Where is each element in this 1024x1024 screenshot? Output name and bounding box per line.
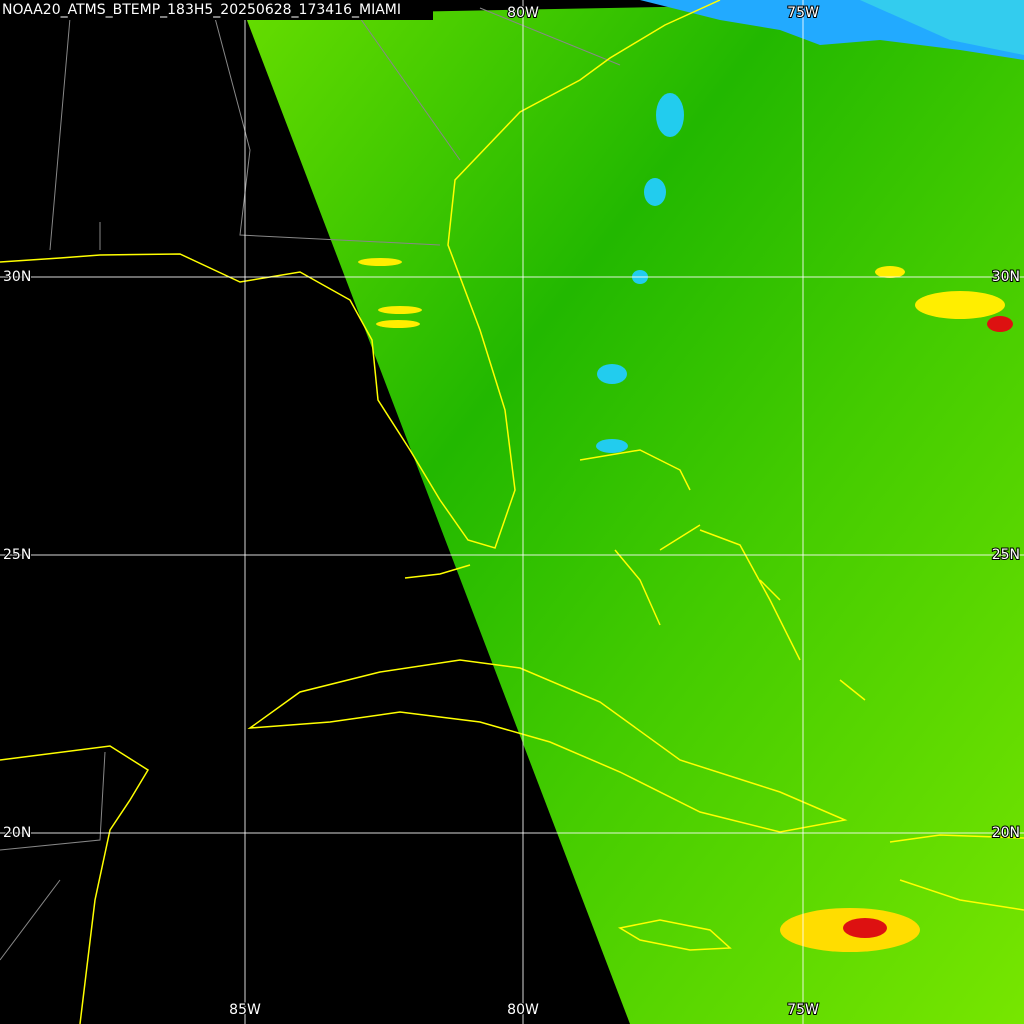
bahamas-coast xyxy=(579,449,866,701)
cold-spot xyxy=(656,93,684,137)
grid-labels: 80W 75W 85W 80W 75W 30N 25N 20N 30N 25N … xyxy=(2,4,1021,1019)
satellite-swath xyxy=(245,0,1024,1024)
keys-coast xyxy=(404,564,471,579)
lat-label: 20N xyxy=(992,825,1020,841)
lat-label: 25N xyxy=(3,547,31,563)
cold-spot xyxy=(644,178,666,206)
yucatan-coast xyxy=(0,745,150,1024)
brightness-features xyxy=(358,0,1024,952)
lon-label: 75W xyxy=(787,1002,819,1018)
lat-label: 25N xyxy=(992,547,1020,563)
cold-spot xyxy=(596,439,628,453)
lat-label: 30N xyxy=(992,269,1020,285)
cold-area xyxy=(860,0,1024,55)
warm-streak xyxy=(378,306,422,314)
florida-coast xyxy=(0,0,721,549)
lon-label: 80W xyxy=(507,1002,539,1018)
warm-streak xyxy=(358,258,402,266)
cold-spot xyxy=(597,364,627,384)
hot-spot xyxy=(987,316,1013,332)
lon-label: 80W xyxy=(507,5,539,21)
lon-label: 85W xyxy=(229,1002,261,1018)
jamaica-coast xyxy=(617,919,732,951)
warm-streak xyxy=(376,320,420,328)
hot-spot xyxy=(843,918,887,938)
warm-spot xyxy=(875,266,905,278)
title-box xyxy=(0,0,433,20)
warm-spot xyxy=(915,291,1005,319)
hispaniola-coast xyxy=(889,834,1024,911)
image-title: NOAA20_ATMS_BTEMP_183H5_20250628_173416_… xyxy=(2,2,401,18)
lat-label: 20N xyxy=(3,825,31,841)
lon-label: 75W xyxy=(787,5,819,21)
cuba-coast xyxy=(247,659,848,833)
lat-label: 30N xyxy=(3,269,31,285)
